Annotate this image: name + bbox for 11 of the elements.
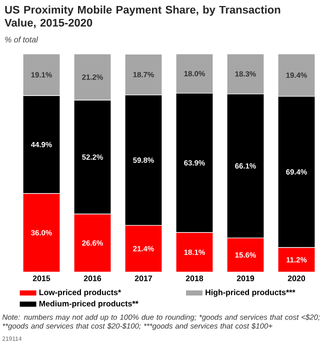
legend-label: High-priced products*** — [206, 289, 296, 297]
chart-subtitle: % of total — [5, 36, 38, 42]
chart-title: US Proximity Mobile Payment Share, by Transaction Value, 2015-2020 — [4, 6, 280, 28]
x-tick-label: 2019 — [236, 276, 254, 282]
legend-label: Low-priced products* — [39, 289, 122, 297]
x-tick-label: 2015 — [32, 276, 50, 282]
x-tick-label: 2018 — [186, 276, 204, 282]
legend-label: Medium-priced products** — [39, 300, 138, 308]
x-tick-label: 2016 — [84, 276, 102, 282]
x-tick-label: 2020 — [288, 276, 306, 282]
x-tick-label: 2017 — [134, 276, 152, 282]
